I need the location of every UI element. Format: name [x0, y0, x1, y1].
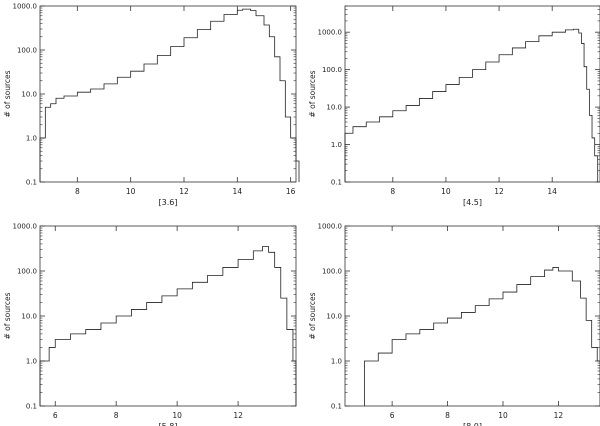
plot-frame: [344, 5, 600, 183]
y-tick-label: 1.0: [26, 135, 37, 143]
x-tick-label: 10: [441, 187, 451, 196]
y-tick-label: 100.0: [322, 268, 342, 276]
x-tick-label: 8: [445, 411, 450, 420]
x-tick-label: 14: [233, 187, 243, 196]
y-tick-label: 1.0: [331, 141, 342, 149]
x-tick-label: 10: [498, 411, 508, 420]
y-axis-label: # of sources: [3, 70, 12, 117]
y-tick-label: 0.1: [331, 179, 342, 187]
y-axis-label: # of sources: [308, 292, 317, 339]
plot-frame: [39, 5, 297, 183]
y-tick-label: 1.0: [331, 358, 342, 366]
y-tick-label: 10.0: [326, 313, 342, 321]
x-tick-label: 12: [494, 187, 504, 196]
y-tick-label: 10.0: [21, 91, 37, 99]
y-tick-label: 10.0: [21, 313, 37, 321]
x-axis-label: [4.5]: [463, 198, 482, 207]
histogram-panel-1: 8 10 12 14 16 0.1 1.0 10.0 100.0 1000.0 [3.6] # of …: [3, 3, 300, 207]
y-tick-label: 1000.0: [13, 3, 38, 11]
histogram-panel-3: 6 8 10 12 0.1 1.0 10.0 100.0 1000.0 [5.8] # of sou…: [3, 223, 297, 426]
histogram-series: [364, 267, 600, 406]
y-tick-label: 100.0: [322, 66, 342, 74]
x-tick-label: 8: [390, 187, 395, 196]
histogram-panel-2: 8 10 12 14 0.1 1.0 10.0 100.0 1000.0 [4.5] # of so…: [308, 5, 600, 207]
x-tick-label: 8: [75, 187, 80, 196]
x-tick-label: 6: [53, 411, 58, 420]
histogram-series: [39, 8, 300, 182]
histogram-series: [344, 28, 599, 182]
x-tick-label: 12: [233, 411, 243, 420]
x-axis-label: [3.6]: [159, 198, 178, 207]
x-tick-label: 14: [547, 187, 557, 196]
y-tick-label: 0.1: [331, 403, 342, 411]
histogram-series: [39, 246, 297, 406]
y-tick-label: 100.0: [17, 47, 37, 55]
y-tick-label: 0.1: [26, 179, 37, 187]
y-tick-label: 1000.0: [13, 223, 38, 231]
y-axis-label: # of sources: [308, 70, 317, 117]
x-tick-label: 8: [114, 411, 119, 420]
plot-frame: [344, 225, 600, 407]
y-tick-label: 10.0: [326, 104, 342, 112]
x-tick-label: 12: [179, 187, 189, 196]
x-tick-label: 10: [126, 187, 136, 196]
x-axis-label: [8.0]: [463, 422, 482, 426]
y-tick-label: 1.0: [26, 358, 37, 366]
x-tick-label: 10: [172, 411, 182, 420]
y-tick-label: 100.0: [17, 268, 37, 276]
y-axis-label: # of sources: [3, 292, 12, 339]
x-tick-label: 16: [286, 187, 296, 196]
y-tick-label: 0.1: [26, 403, 37, 411]
y-tick-label: 1000.0: [318, 223, 343, 231]
y-tick-label: 1000.0: [318, 29, 343, 37]
x-tick-label: 6: [390, 411, 395, 420]
plot-frame: [39, 225, 297, 407]
histogram-panel-4: 6 8 10 12 0.1 1.0 10.0 100.0 1000.0 [8.0] # of sou…: [308, 223, 600, 426]
x-axis-label: [5.8]: [159, 422, 178, 426]
x-tick-label: 12: [554, 411, 564, 420]
